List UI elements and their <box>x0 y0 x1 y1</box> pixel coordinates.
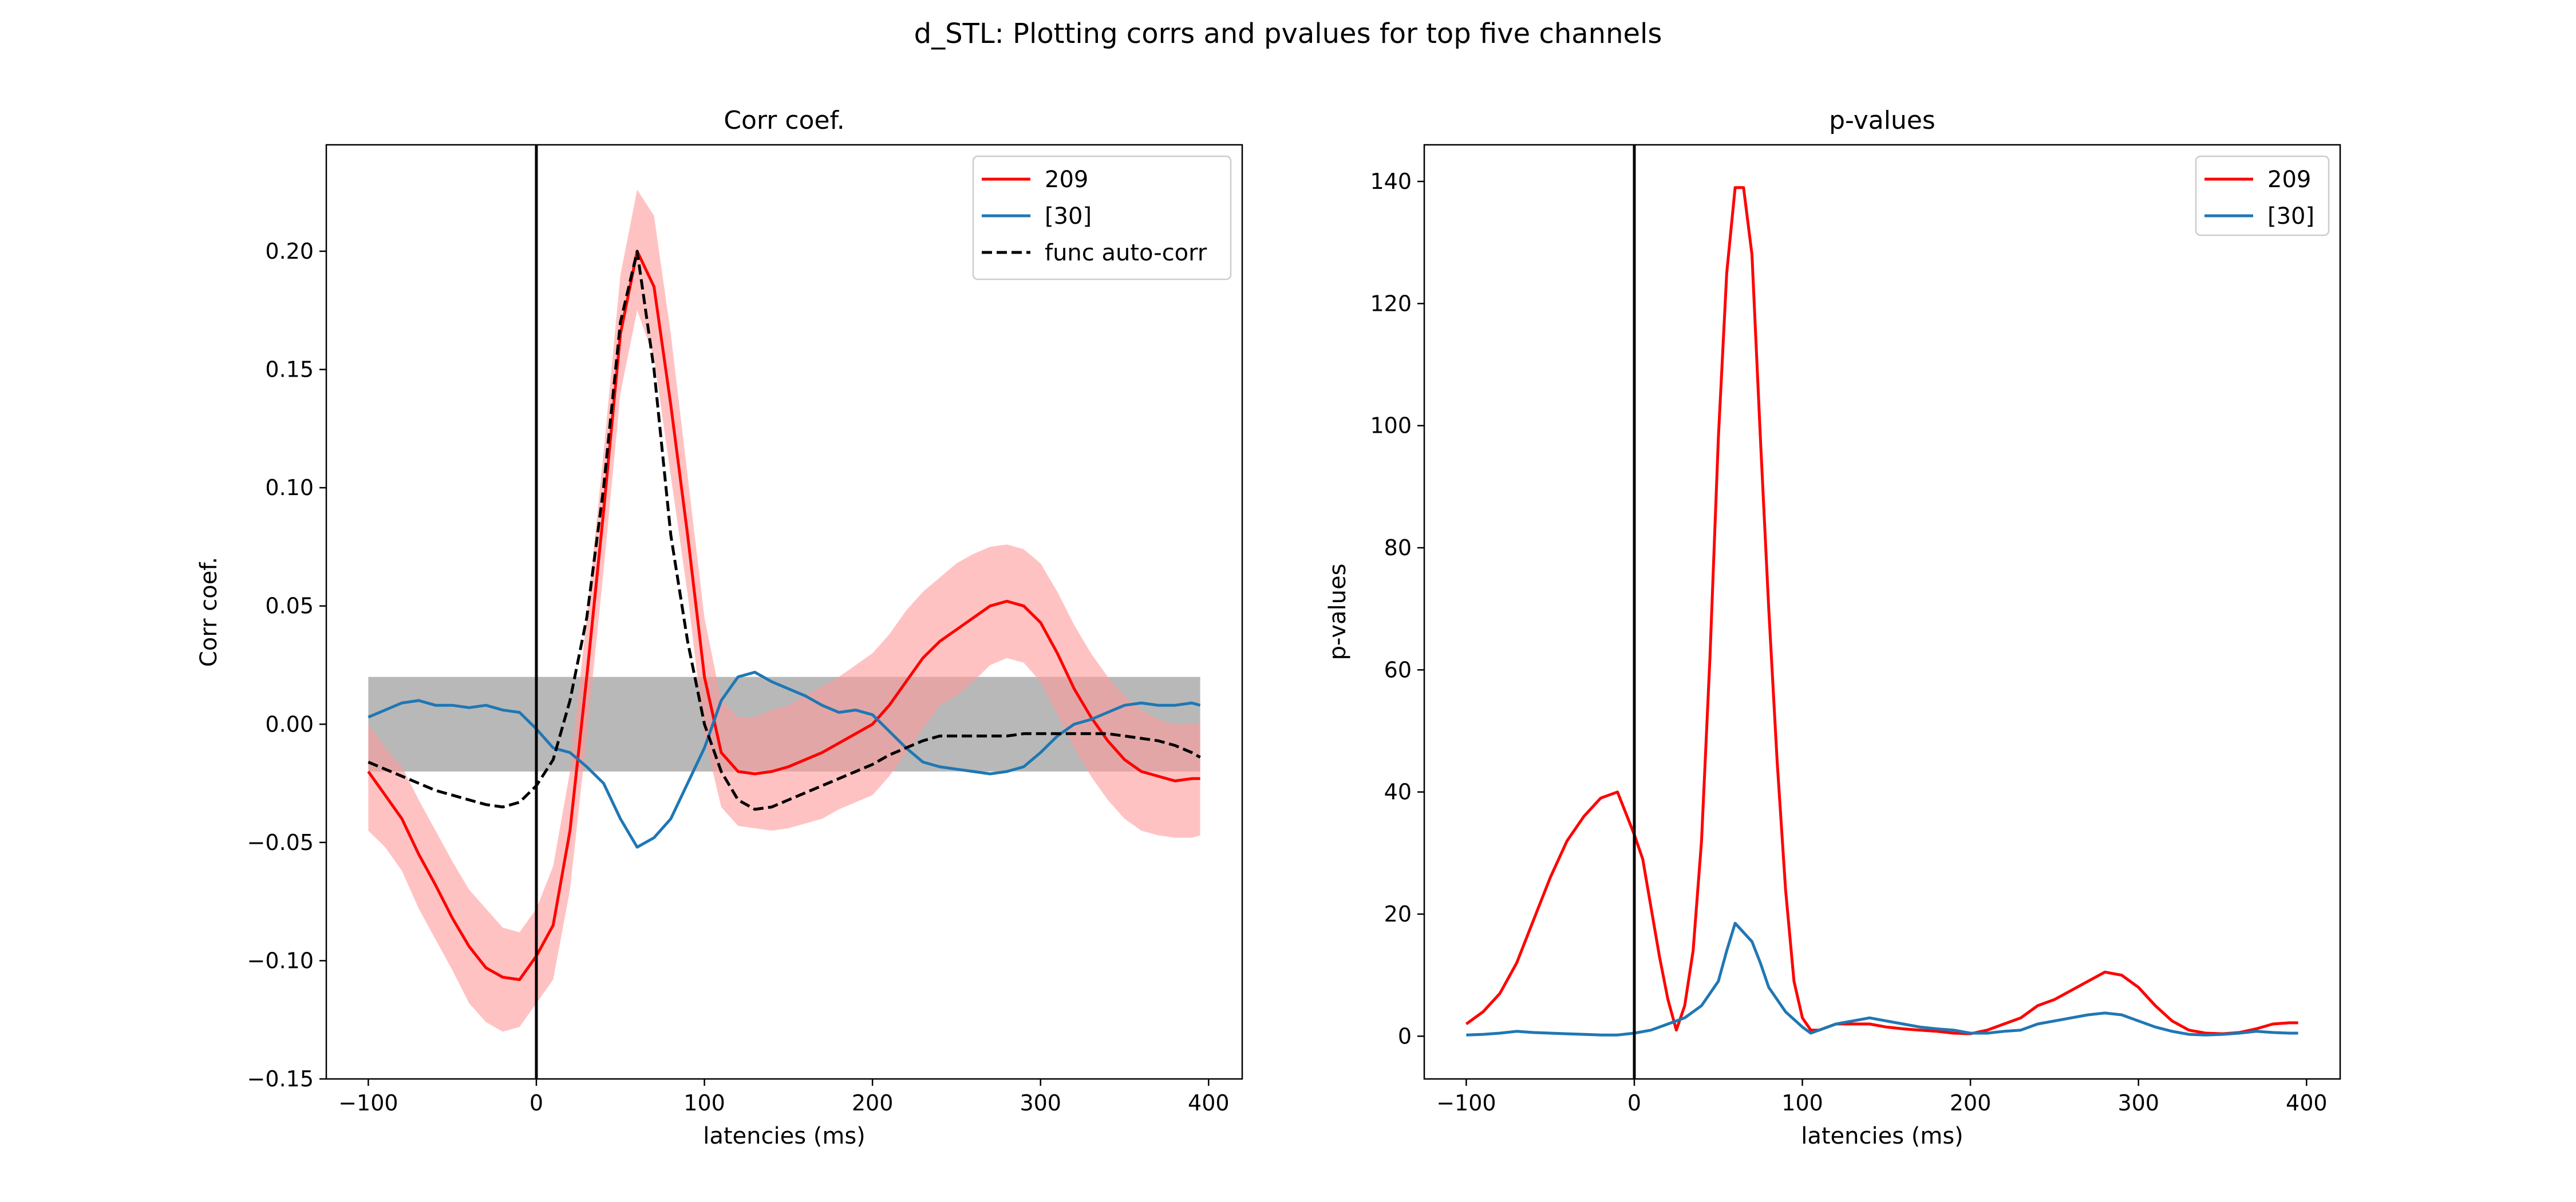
axes-frame <box>1423 144 2341 1080</box>
x-tick-label: 400 <box>1188 1090 1230 1116</box>
x-tick-label: 400 <box>2286 1090 2328 1116</box>
legend-entry: 209 <box>1045 167 1088 193</box>
legend: 209 [30] func auto-corr <box>972 155 1232 280</box>
y-tick-label: 100 <box>1370 413 1412 438</box>
x-tick-label: 100 <box>683 1090 725 1116</box>
y-tick-label: 0.00 <box>265 711 314 737</box>
legend-box <box>972 155 1232 280</box>
legend: 209 [30] <box>2195 155 2330 236</box>
figure-suptitle: d_STL: Plotting corrs and pvalues for to… <box>914 18 1662 50</box>
plot-area <box>367 145 1201 1079</box>
y-tick-label: 80 <box>1384 535 1412 560</box>
x-tick-label: −100 <box>338 1090 398 1116</box>
series-line-30 <box>1466 922 2298 1037</box>
plot-area <box>1465 145 2298 1079</box>
y-tick-label: 0 <box>1398 1023 1412 1049</box>
x-tick-label: 0 <box>1627 1090 1641 1116</box>
series-line-30 <box>368 670 1201 849</box>
axes-frame <box>325 144 1243 1080</box>
series-line-func-auto-corr <box>368 250 1201 811</box>
legend-entry: func auto-corr <box>1045 240 1207 266</box>
x-tick-label: 0 <box>530 1090 543 1116</box>
y-tick-label: −0.15 <box>247 1066 314 1092</box>
legend-entry: [30] <box>2267 203 2314 230</box>
y-tick-label: 0.10 <box>265 475 314 500</box>
x-tick-label: 300 <box>2117 1090 2159 1116</box>
y-axis-label: Corr coef. <box>196 557 222 667</box>
x-axis-label: latencies (ms) <box>703 1123 866 1149</box>
y-tick-label: 0.15 <box>265 357 314 382</box>
x-tick-label: 200 <box>1950 1090 1992 1116</box>
p-values-panel: −100 0 100 200 300 400 0 20 40 60 80 100 120 140 p-val… <box>1325 106 2341 1149</box>
legend-entry: [30] <box>1045 203 1092 230</box>
y-tick-label: 140 <box>1370 169 1412 194</box>
x-tick-label: −100 <box>1436 1090 1496 1116</box>
y-tick-label: −0.10 <box>247 948 314 973</box>
y-tick-label: 60 <box>1384 657 1412 682</box>
y-tick-label: −0.05 <box>247 830 314 855</box>
series-209-error-band <box>368 189 1200 1032</box>
y-tick-label: 0.20 <box>265 239 314 264</box>
y-axis-label: p-values <box>1325 564 1351 661</box>
x-tick-label: 100 <box>1781 1090 1823 1116</box>
axes-title: p-values <box>1829 106 1935 135</box>
x-tick-label: 300 <box>1020 1090 1061 1116</box>
y-tick-label: 0.05 <box>265 594 314 619</box>
axes-title: Corr coef. <box>724 106 845 135</box>
y-tick-label: 120 <box>1370 291 1412 316</box>
legend-entry: 209 <box>2267 167 2311 193</box>
x-tick-label: 200 <box>852 1090 894 1116</box>
corr-coef-panel: −100 0 100 200 300 400 −0.15 −0.10 −0.05 0.00 0.05… <box>196 106 1243 1149</box>
y-tick-label: 20 <box>1384 902 1412 927</box>
y-tick-label: 40 <box>1384 780 1412 805</box>
x-axis-label: latencies (ms) <box>1801 1123 1963 1149</box>
series-line-209 <box>367 250 1200 981</box>
